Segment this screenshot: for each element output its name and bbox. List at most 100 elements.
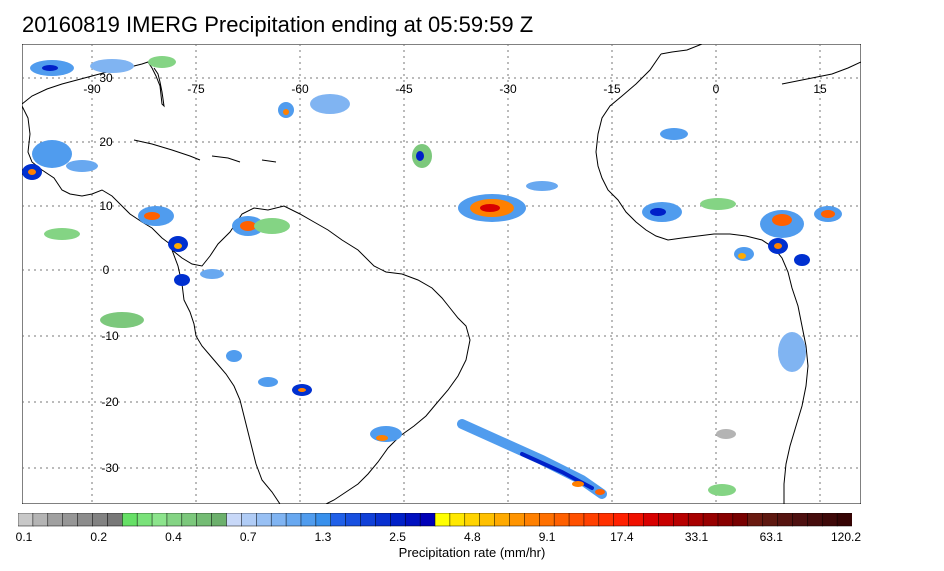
colorbar-title: Precipitation rate (mm/hr): [398, 545, 546, 560]
colorbar-tick-label: 2.5: [389, 530, 406, 544]
map-title: 20160819 IMERG Precipitation ending at 0…: [22, 12, 534, 37]
precip-cell: [200, 269, 224, 279]
colorbar-swatch: [673, 513, 689, 527]
precip-cell: [100, 312, 144, 328]
precip-cell: [144, 212, 160, 220]
colorbar: [18, 513, 852, 527]
colorbar-tick-label: 0.1: [15, 530, 33, 544]
latitude-labels: 30 20 10 0 -10 -20 -30: [99, 71, 119, 475]
colorbar-swatch: [419, 513, 436, 527]
colorbar-swatch: [32, 513, 49, 527]
colorbar-swatch: [256, 513, 272, 527]
colorbar-swatch: [821, 513, 838, 527]
colorbar-swatch: [539, 513, 555, 527]
precip-cell: [32, 140, 72, 168]
precip-cell: [778, 332, 806, 372]
colorbar-swatch: [628, 513, 645, 527]
colorbar-swatch: [732, 513, 749, 527]
precip-cell: [572, 481, 584, 487]
colorbar-tick-label: 0.2: [90, 530, 108, 544]
precip-cell: [258, 377, 278, 387]
precip-cell: [254, 218, 290, 234]
colorbar-swatch: [598, 513, 615, 527]
longitude-label: -30: [499, 82, 517, 96]
longitude-labels: -90 -75 -60 -45 -30 -15 0 15: [83, 82, 827, 96]
colorbar-swatch: [509, 513, 525, 527]
colorbar-swatch: [136, 513, 153, 527]
colorbar-swatch: [479, 513, 496, 527]
colorbar-swatch: [270, 513, 287, 527]
colorbar-tick-label: 63.1: [759, 530, 783, 544]
colorbar-swatch: [77, 513, 94, 527]
colorbar-swatch: [345, 513, 362, 527]
precip-cell: [416, 151, 424, 161]
colorbar-swatch: [702, 513, 719, 527]
colorbar-swatch: [494, 513, 511, 527]
coast-africa: [595, 44, 861, 504]
colorbar-swatch: [762, 513, 779, 527]
colorbar-swatch: [836, 513, 852, 527]
colorbar-tick-label: 17.4: [610, 530, 634, 544]
colorbar-swatch: [464, 513, 481, 527]
colorbar-swatch: [196, 513, 213, 527]
colorbar-swatch: [107, 513, 123, 527]
precip-cell: [708, 484, 736, 496]
longitude-label: -75: [187, 82, 205, 96]
map-frame: [22, 44, 861, 504]
precip-cell: [66, 160, 98, 172]
coast-cuba: [133, 139, 277, 163]
colorbar-swatch: [524, 513, 540, 527]
latitude-label: 10: [99, 199, 113, 213]
colorbar-tick-label: 4.8: [464, 530, 481, 544]
precip-cell: [174, 243, 182, 249]
colorbar-swatch: [330, 513, 347, 527]
precip-cell: [716, 429, 736, 439]
colorbar-swatch: [241, 513, 257, 527]
precip-cell: [148, 56, 176, 68]
longitude-label: -90: [83, 82, 101, 96]
colorbar-swatch: [390, 513, 406, 527]
colorbar-swatch: [18, 513, 34, 527]
precip-cell: [376, 435, 388, 441]
colorbar-swatch: [807, 513, 823, 527]
colorbar-swatch: [62, 513, 79, 527]
precip-cell: [595, 489, 605, 495]
colorbar-swatch: [658, 513, 674, 527]
colorbar-swatch: [360, 513, 376, 527]
precip-cell: [283, 109, 289, 115]
colorbar-swatch: [285, 513, 302, 527]
colorbar-swatch: [449, 513, 466, 527]
precipitation-cells: [22, 56, 842, 499]
precip-cell: [772, 214, 792, 226]
colorbar-swatch: [181, 513, 198, 527]
precip-cell: [774, 243, 782, 249]
coastlines: [22, 44, 861, 504]
colorbar-swatch: [166, 513, 183, 527]
colorbar-tick-label: 0.4: [165, 530, 182, 544]
colorbar-swatch: [300, 513, 317, 527]
precip-cell: [226, 350, 242, 362]
colorbar-tick-label: 120.2: [830, 530, 862, 544]
precip-cell: [738, 253, 746, 259]
longitude-label: 15: [813, 82, 827, 96]
precip-cell: [650, 208, 666, 216]
precip-cell: [298, 388, 306, 392]
colorbar-swatch: [553, 513, 570, 527]
precipitation-map: -90 -75 -60 -45 -30 -15 0 15 30 20 10 0 -10 -20 -30: [22, 44, 861, 504]
longitude-label: 0: [713, 82, 720, 96]
colorbar-swatch: [404, 513, 421, 527]
precip-cell: [700, 198, 736, 210]
precip-cell: [480, 204, 500, 212]
colorbar-swatch: [47, 513, 64, 527]
latitude-label: -30: [101, 461, 119, 475]
latitude-label: -20: [101, 395, 119, 409]
precip-cell: [660, 128, 688, 140]
latitude-label: 20: [99, 135, 113, 149]
colorbar-tick-label: 33.1: [684, 530, 709, 544]
colorbar-swatch: [434, 513, 451, 527]
longitude-label: -60: [291, 82, 309, 96]
longitude-label: -45: [395, 82, 413, 96]
longitude-label: -15: [603, 82, 621, 96]
precip-cell: [821, 210, 835, 218]
colorbar-swatch: [92, 513, 108, 527]
